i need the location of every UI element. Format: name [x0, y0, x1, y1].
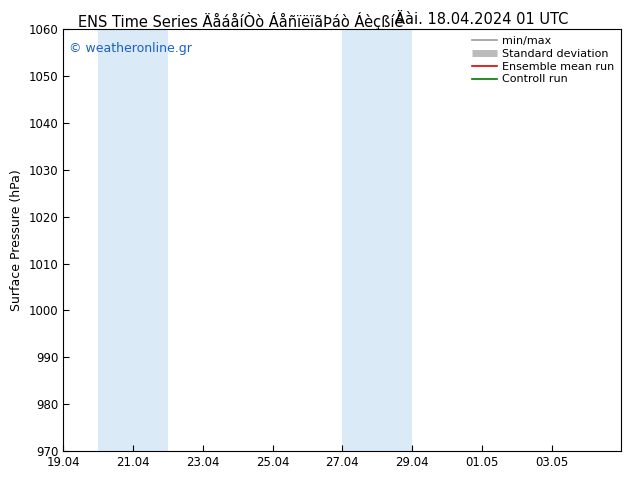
Legend: min/max, Standard deviation, Ensemble mean run, Controll run: min/max, Standard deviation, Ensemble me…: [468, 32, 619, 89]
Bar: [342, 29, 412, 451]
Y-axis label: Surface Pressure (hPa): Surface Pressure (hPa): [10, 169, 23, 311]
Text: Äài. 18.04.2024 01 UTC: Äài. 18.04.2024 01 UTC: [395, 12, 569, 27]
Bar: [98, 29, 168, 451]
Text: © weatheronline.gr: © weatheronline.gr: [69, 42, 192, 55]
Text: ENS Time Series ÄåáåíÒò ÁåñïëïãÞáò Áèçßíé: ENS Time Series ÄåáåíÒò ÁåñïëïãÞáò Áèçßí…: [78, 12, 404, 30]
